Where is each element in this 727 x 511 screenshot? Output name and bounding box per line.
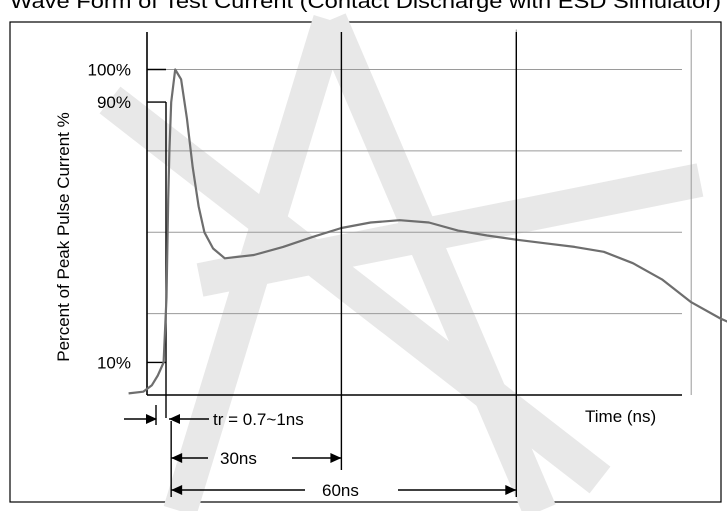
y-tick-label-2: 10% bbox=[97, 353, 131, 372]
header-partial-text: Wave Form of Test Current (Contact Disch… bbox=[10, 0, 721, 13]
x-axis-title: Time (ns) bbox=[585, 407, 656, 426]
figure-frame bbox=[9, 21, 722, 503]
duration-30ns-label: 30ns bbox=[220, 449, 257, 468]
y-tick-label-0: 100% bbox=[88, 61, 131, 80]
y-axis-title: Percent of Peak Pulse Current % bbox=[54, 112, 73, 361]
timing-annotations: tr = 0.7~1ns 30ns 60ns bbox=[124, 32, 517, 500]
series-line-current-waveform bbox=[128, 68, 727, 395]
duration-30ns-arrow-right bbox=[330, 453, 342, 463]
y-tick-label-1: 90% bbox=[97, 93, 131, 112]
rise-time-label: tr = 0.7~1ns bbox=[213, 410, 304, 429]
duration-60ns-arrow-right bbox=[505, 485, 517, 495]
watermark-logo bbox=[99, 13, 704, 511]
duration-60ns-label: 60ns bbox=[322, 481, 359, 500]
rise-time-arrow-left bbox=[146, 414, 157, 424]
y-ticks: 100% 90% 10% bbox=[88, 61, 167, 418]
